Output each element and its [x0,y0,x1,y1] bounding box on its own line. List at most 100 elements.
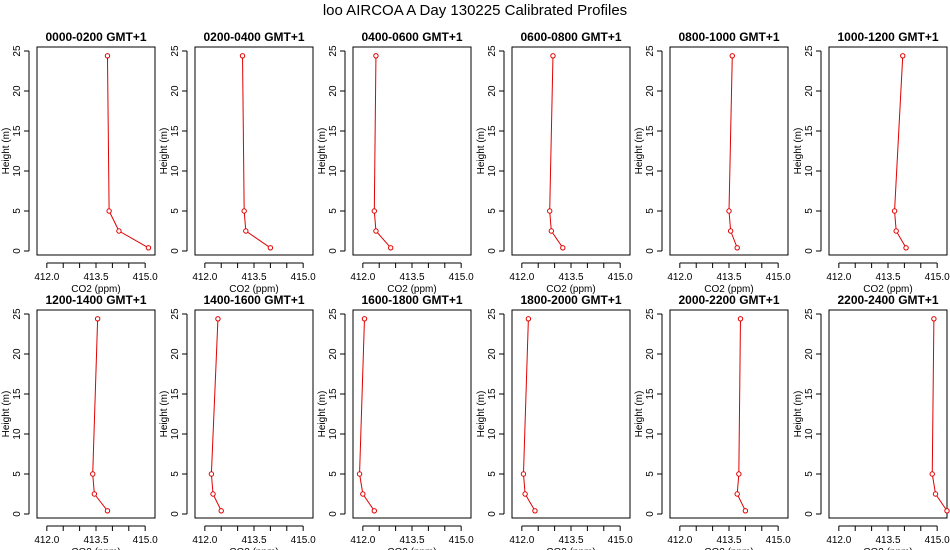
y-tick-label: 5 [12,471,23,477]
data-point [239,53,246,59]
x-tick-label: 415.0 [925,272,950,283]
y-tick-label: 20 [328,348,339,360]
y-tick-label: 20 [645,348,656,360]
x-tick-label: 415.0 [766,535,791,546]
profile-line-segment [522,473,526,495]
y-tick-label: 25 [12,308,23,320]
y-tick-label: 15 [487,388,498,400]
x-tick-label: 413.5 [83,272,108,283]
x-tick-label: 415.0 [133,535,158,546]
data-point [371,208,378,214]
chart-main-title: loo AIRCOA A Day 130225 Calibrated Profi… [322,2,628,19]
y-tick-label: 0 [645,248,656,254]
y-tick-label: 5 [170,208,181,214]
profile-line-segment [736,473,740,495]
data-point [932,491,939,497]
x-axis-label: CO2 (ppm) [229,547,278,550]
y-tick-label: 25 [170,308,181,320]
x-tick-label: 412.0 [350,535,375,546]
data-point [356,471,363,477]
profile-line-segment [730,230,738,248]
y-tick-label: 10 [804,165,815,177]
plot-frame [352,46,472,256]
y-tick-label: 0 [12,248,23,254]
x-axis-label: CO2 (ppm) [704,547,753,550]
profile-panel: 0800-1000 GMT+1 412.0 413.5 415.0 CO2 (ppm) 0… [634,30,791,295]
plot-frame [352,309,472,519]
panel-title: 0200-0400 GMT+1 [203,30,304,44]
y-tick-label: 10 [487,165,498,177]
data-point [104,508,111,514]
y-tick-label: 10 [645,428,656,440]
data-point [116,228,122,234]
y-tick-label: 20 [487,348,498,360]
data-point [145,245,152,251]
profile-line-segment [243,210,247,232]
profile-line-segment [359,473,364,495]
x-tick-label: 412.0 [667,535,692,546]
profile-panel: 1400-1600 GMT+1 412.0 413.5 415.0 CO2 (ppm) 0… [159,293,316,550]
data-point [106,208,112,214]
x-tick-label: 412.0 [826,272,851,283]
x-tick-label: 412.0 [509,272,534,283]
data-point [243,228,249,234]
profile-panel: 1200-1400 GMT+1 412.0 413.5 415.0 CO2 (ppm) 0… [1,293,158,550]
y-tick-label: 15 [645,388,656,400]
profile-line-segment [242,55,245,212]
x-axis-label: CO2 (ppm) [704,284,753,295]
y-tick-label: 20 [170,85,181,97]
x-tick-label: 415.0 [608,535,633,546]
y-tick-label: 15 [170,125,181,137]
panel-title: 1800-2000 GMT+1 [520,293,621,307]
data-point [900,53,906,59]
data-point [360,491,366,497]
profile-line-segment [362,493,375,512]
x-tick-label: 413.5 [716,272,741,283]
y-tick-label: 25 [487,308,498,320]
data-point [520,471,527,477]
y-tick-label: 0 [804,511,815,517]
profile-line-segment [549,210,552,232]
panel-title: 1600-1800 GMT+1 [361,293,462,307]
y-tick-label: 5 [804,471,815,477]
x-axis-label: CO2 (ppm) [71,284,120,295]
plot-frame [669,46,789,256]
panel-title: 0600-0800 GMT+1 [520,30,621,44]
y-tick-label: 10 [804,428,815,440]
data-point [550,53,556,59]
y-axis-label: Height (m) [793,391,804,438]
profile-line-segment [92,473,95,495]
profile-line-segment [931,473,937,495]
x-axis-label: CO2 (ppm) [546,547,595,550]
y-tick-label: 15 [170,388,181,400]
y-tick-label: 20 [645,85,656,97]
profile-line-segment [894,55,904,212]
data-point [90,471,96,477]
x-tick-label: 413.5 [716,535,741,546]
data-point [218,508,224,514]
panel-title: 2000-2200 GMT+1 [678,293,779,307]
profile-line-segment [118,230,149,249]
profile-line-segment [373,210,377,232]
x-axis-label: CO2 (ppm) [387,284,436,295]
data-point [546,208,553,214]
profile-line-segment [895,230,907,249]
y-tick-label: 10 [170,428,181,440]
profile-line-segment [93,493,108,512]
profile-panel: 0600-0800 GMT+1 412.0 413.5 415.0 CO2 (ppm) 0… [476,30,633,295]
data-point [104,53,111,59]
plot-frame [194,46,314,256]
x-tick-label: 412.0 [509,535,534,546]
data-point [726,208,732,214]
data-point [891,208,898,214]
data-point [210,491,216,497]
data-point [361,316,368,322]
panel-title: 2200-2400 GMT+1 [837,293,938,307]
y-tick-label: 10 [12,428,23,440]
y-tick-label: 20 [487,85,498,97]
y-tick-label: 25 [12,45,23,57]
x-axis-label: CO2 (ppm) [387,547,436,550]
profile-panel: 1000-1200 GMT+1 412.0 413.5 415.0 CO2 (ppm) 0… [793,30,950,295]
profile-line-segment [212,493,222,512]
data-point [373,228,379,234]
